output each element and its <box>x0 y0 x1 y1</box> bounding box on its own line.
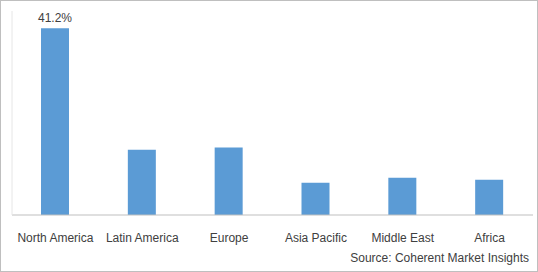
html-text:Source: Coherent Market Insigh: Source: Coherent Market Insights <box>350 251 529 265</box>
svg-text:Africa: Africa <box>474 231 505 245</box>
svg-text:Europe: Europe <box>210 231 249 245</box>
svg-text:Latin America: Latin America <box>106 231 179 245</box>
svg-text:41.2%: 41.2% <box>38 11 72 25</box>
svg-text:Asia Pacific: Asia Pacific <box>285 231 347 245</box>
svg-text:Middle East: Middle East <box>371 231 434 245</box>
svg-text:North America: North America <box>17 231 93 245</box>
